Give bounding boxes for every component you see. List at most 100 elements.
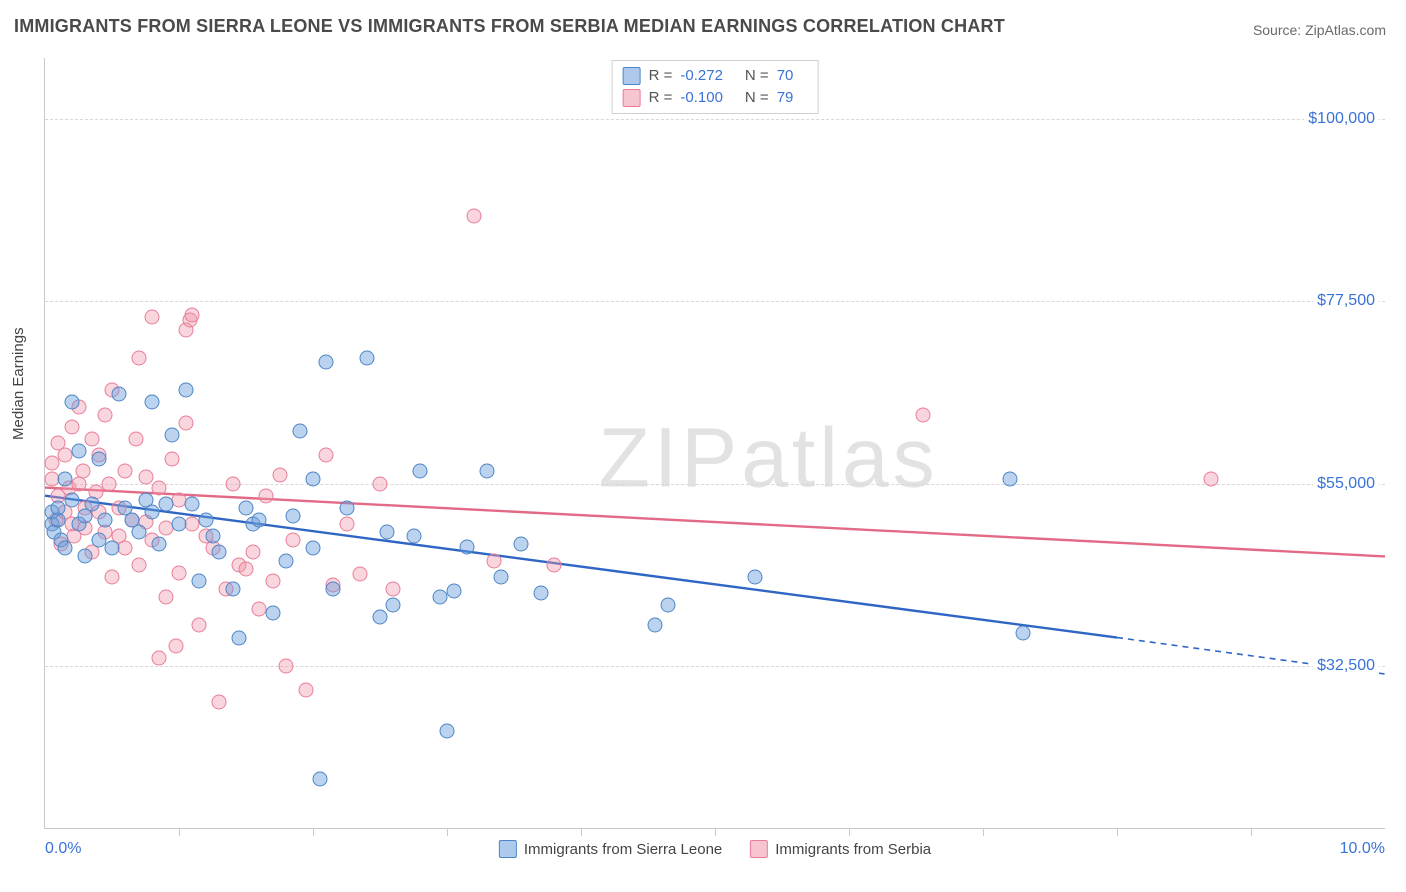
plot-area: ZIPatlas R = -0.272N = 70R = -0.100N = 7…: [44, 58, 1385, 829]
data-point: [64, 395, 79, 410]
data-point: [178, 415, 193, 430]
data-point: [319, 354, 334, 369]
data-point: [466, 209, 481, 224]
legend-entry: Immigrants from Sierra Leone: [499, 840, 722, 858]
data-point: [339, 500, 354, 515]
data-point: [265, 573, 280, 588]
data-point: [299, 683, 314, 698]
data-point: [102, 476, 117, 491]
data-point: [172, 517, 187, 532]
data-point: [225, 581, 240, 596]
data-point: [915, 407, 930, 422]
data-point: [373, 610, 388, 625]
data-point: [131, 350, 146, 365]
data-point: [460, 539, 475, 554]
y-tick-label: $77,500: [1313, 292, 1379, 310]
data-point: [440, 723, 455, 738]
y-tick-label: $32,500: [1313, 657, 1379, 675]
data-point: [131, 557, 146, 572]
data-point: [64, 492, 79, 507]
data-point: [359, 350, 374, 365]
data-point: [1002, 472, 1017, 487]
data-point: [406, 529, 421, 544]
data-point: [748, 569, 763, 584]
x-tick: [313, 828, 314, 836]
x-tick: [849, 828, 850, 836]
data-point: [98, 407, 113, 422]
legend-swatch: [623, 67, 641, 85]
data-point: [413, 464, 428, 479]
data-point: [285, 533, 300, 548]
legend-series: Immigrants from Sierra Leone Immigrants f…: [499, 840, 931, 858]
data-point: [239, 561, 254, 576]
legend-r-value: -0.100: [680, 87, 723, 109]
gridline: [45, 666, 1385, 667]
data-point: [232, 630, 247, 645]
y-axis-title: Median Earnings: [10, 327, 27, 440]
data-point: [105, 541, 120, 556]
data-point: [145, 395, 160, 410]
legend-stats-row: R = -0.100N = 79: [623, 87, 808, 109]
data-point: [245, 545, 260, 560]
legend-n-label: N =: [745, 87, 769, 109]
data-point: [138, 470, 153, 485]
data-point: [306, 472, 321, 487]
x-label-left: 0.0%: [45, 840, 81, 858]
data-point: [44, 456, 59, 471]
data-point: [192, 573, 207, 588]
data-point: [151, 480, 166, 495]
data-point: [105, 569, 120, 584]
data-point: [185, 496, 200, 511]
data-point: [493, 569, 508, 584]
data-point: [446, 583, 461, 598]
data-point: [71, 444, 86, 459]
data-point: [225, 476, 240, 491]
data-point: [198, 513, 213, 528]
trend-lines: [45, 58, 1385, 828]
data-point: [326, 581, 341, 596]
data-point: [165, 427, 180, 442]
data-point: [239, 500, 254, 515]
gridline: [45, 301, 1385, 302]
data-point: [151, 537, 166, 552]
legend-swatch: [623, 89, 641, 107]
data-point: [319, 448, 334, 463]
legend-n-label: N =: [745, 65, 769, 87]
data-point: [118, 464, 133, 479]
x-label-right: 10.0%: [1340, 840, 1385, 858]
data-point: [64, 419, 79, 434]
data-point: [513, 537, 528, 552]
data-point: [51, 500, 66, 515]
data-point: [379, 525, 394, 540]
data-point: [212, 545, 227, 560]
legend-r-label: R =: [649, 65, 673, 87]
data-point: [145, 504, 160, 519]
data-point: [111, 387, 126, 402]
legend-label: Immigrants from Serbia: [775, 841, 931, 858]
data-point: [279, 553, 294, 568]
y-tick-label: $100,000: [1304, 110, 1379, 128]
x-tick: [983, 828, 984, 836]
data-point: [205, 529, 220, 544]
legend-r-value: -0.272: [680, 65, 723, 87]
gridline: [45, 484, 1385, 485]
data-point: [386, 581, 401, 596]
legend-entry: Immigrants from Serbia: [750, 840, 931, 858]
y-tick-label: $55,000: [1313, 475, 1379, 493]
data-point: [84, 431, 99, 446]
source-label: Source: ZipAtlas.com: [1253, 22, 1386, 38]
data-point: [312, 772, 327, 787]
data-point: [480, 464, 495, 479]
data-point: [1016, 626, 1031, 641]
x-tick: [447, 828, 448, 836]
data-point: [131, 525, 146, 540]
chart-title: IMMIGRANTS FROM SIERRA LEONE VS IMMIGRAN…: [14, 16, 1005, 37]
data-point: [661, 598, 676, 613]
data-point: [91, 452, 106, 467]
data-point: [178, 383, 193, 398]
data-point: [285, 508, 300, 523]
data-point: [272, 468, 287, 483]
data-point: [158, 590, 173, 605]
data-point: [533, 585, 548, 600]
data-point: [58, 472, 73, 487]
